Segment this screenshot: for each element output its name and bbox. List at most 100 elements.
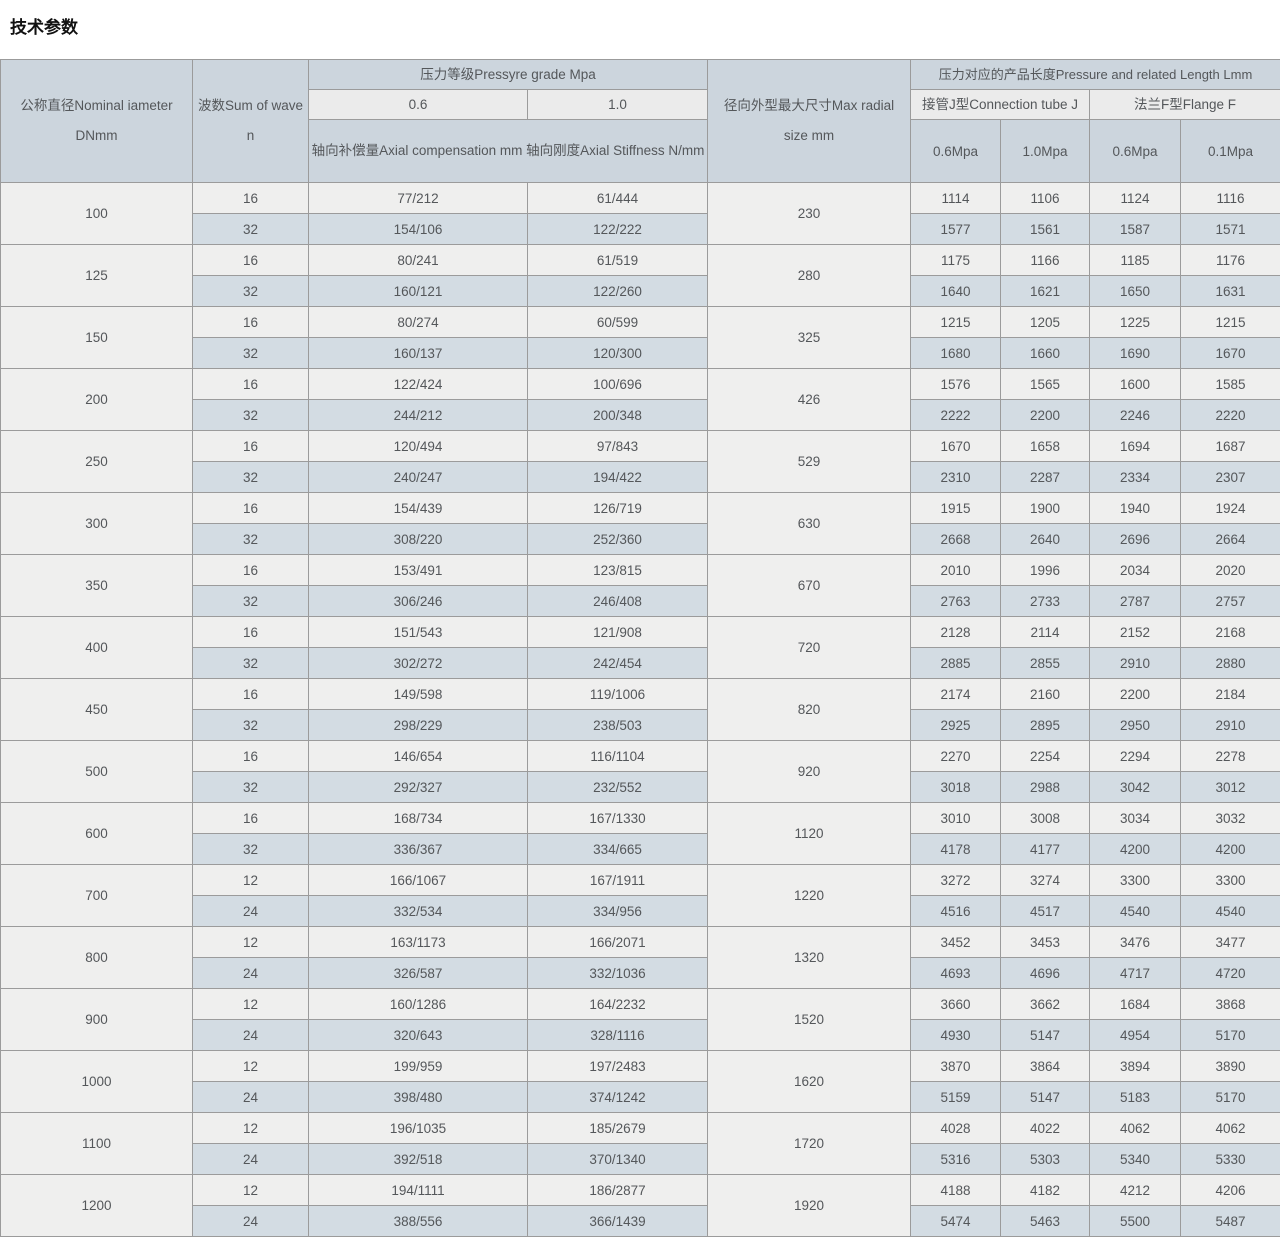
cell-nominal-diameter: 800 — [0, 926, 193, 989]
cell-flange-0_1mpa: 1176 — [1180, 244, 1280, 276]
cell-tube-0_6mpa: 4028 — [910, 1112, 1001, 1144]
table-row: 32 298/229 238/503 2925 2895 2950 2910 — [1, 709, 1280, 741]
header-row-1: 公称直径Nominal iameter DNmm 波数Sum of wave n… — [0, 59, 1280, 183]
cell-tube-0_6mpa: 4188 — [910, 1174, 1001, 1206]
cell-nominal-diameter: 900 — [0, 988, 193, 1051]
cell-nominal-diameter: 350 — [0, 554, 193, 617]
cell-axial-0_6mpa: 120/494 — [308, 430, 528, 462]
table-row: 24 332/534 334/956 4516 4517 4540 4540 — [1, 895, 1280, 927]
table-row: 24 398/480 374/1242 5159 5147 5183 5170 — [1, 1081, 1280, 1113]
cell-nominal-diameter: 450 — [0, 678, 193, 741]
cell-wave-count: 16 — [192, 740, 309, 772]
header-sum-of-wave: 波数Sum of wave n — [192, 59, 309, 183]
table-row: 700 12 166/1067 167/1911 1220 3272 3274 3300 330… — [0, 864, 1280, 927]
cell-flange-0_1mpa: 3012 — [1180, 771, 1280, 803]
cell-max-radial-size: 670 — [707, 554, 911, 617]
cell-wave-count: 16 — [192, 306, 309, 338]
table-row: 24 320/643 328/1116 4930 5147 4954 5170 — [1, 1019, 1280, 1051]
header-row-2: 0.6 1.0 接管J型Connection tube J 法兰F型Flange… — [1, 89, 1280, 120]
cell-axial-0_6mpa: 244/212 — [308, 399, 528, 431]
cell-flange-0_6mpa: 4212 — [1089, 1174, 1181, 1206]
cell-axial-1_0mpa: 246/408 — [527, 585, 708, 617]
cell-wave-count: 24 — [192, 895, 309, 927]
cell-flange-0_6mpa: 2334 — [1089, 461, 1181, 493]
header-row-3: 轴向补偿量Axial compensation mm 轴向刚度Axial Sti… — [1, 119, 1280, 183]
cell-axial-1_0mpa: 167/1911 — [527, 864, 708, 896]
cell-max-radial-size: 230 — [707, 182, 911, 245]
cell-tube-1_0mpa: 2640 — [1000, 523, 1090, 555]
cell-flange-0_6mpa: 2152 — [1089, 616, 1181, 648]
cell-flange-0_6mpa: 3300 — [1089, 864, 1181, 896]
cell-axial-0_6mpa: 163/1173 — [308, 926, 528, 958]
cell-axial-0_6mpa: 392/518 — [308, 1143, 528, 1175]
cell-axial-0_6mpa: 398/480 — [308, 1081, 528, 1113]
cell-wave-count: 32 — [192, 275, 309, 307]
table-row: 1000 12 199/959 197/2483 1620 3870 3864 3894 389… — [0, 1050, 1280, 1113]
cell-axial-1_0mpa: 328/1116 — [527, 1019, 708, 1051]
cell-axial-1_0mpa: 194/422 — [527, 461, 708, 493]
header-flange-0_1mpa: 0.1Mpa — [1180, 119, 1280, 183]
cell-flange-0_6mpa: 4540 — [1089, 895, 1181, 927]
cell-flange-0_6mpa: 1225 — [1089, 306, 1181, 338]
cell-max-radial-size: 1720 — [707, 1112, 911, 1175]
cell-tube-1_0mpa: 5147 — [1000, 1019, 1090, 1051]
cell-nominal-diameter: 200 — [0, 368, 193, 431]
cell-flange-0_1mpa: 1631 — [1180, 275, 1280, 307]
cell-flange-0_6mpa: 2696 — [1089, 523, 1181, 555]
cell-wave-count: 24 — [192, 1019, 309, 1051]
header-nominal-diameter: 公称直径Nominal iameter DNmm — [0, 59, 193, 183]
cell-flange-0_6mpa: 1694 — [1089, 430, 1181, 462]
cell-axial-1_0mpa: 238/503 — [527, 709, 708, 741]
cell-flange-0_1mpa: 4720 — [1180, 957, 1280, 989]
cell-tube-0_6mpa: 1114 — [910, 182, 1001, 214]
cell-tube-0_6mpa: 5474 — [910, 1205, 1001, 1237]
cell-flange-0_1mpa: 1687 — [1180, 430, 1280, 462]
cell-max-radial-size: 325 — [707, 306, 911, 369]
cell-tube-0_6mpa: 3010 — [910, 802, 1001, 834]
page-title: 技术参数 — [10, 18, 78, 37]
cell-flange-0_6mpa: 1587 — [1089, 213, 1181, 245]
cell-flange-0_1mpa: 5170 — [1180, 1019, 1280, 1051]
cell-nominal-diameter: 500 — [0, 740, 193, 803]
table-header: 公称直径Nominal iameter DNmm 波数Sum of wave n… — [0, 59, 1280, 183]
cell-wave-count: 32 — [192, 337, 309, 369]
cell-axial-0_6mpa: 168/734 — [308, 802, 528, 834]
cell-axial-1_0mpa: 122/222 — [527, 213, 708, 245]
cell-tube-1_0mpa: 5463 — [1000, 1205, 1090, 1237]
cell-tube-0_6mpa: 4516 — [910, 895, 1001, 927]
cell-tube-0_6mpa: 2668 — [910, 523, 1001, 555]
cell-axial-0_6mpa: 332/534 — [308, 895, 528, 927]
tech-params-table: 公称直径Nominal iameter DNmm 波数Sum of wave n… — [0, 59, 1280, 1237]
cell-tube-1_0mpa: 2160 — [1000, 678, 1090, 710]
cell-flange-0_1mpa: 2168 — [1180, 616, 1280, 648]
cell-wave-count: 16 — [192, 492, 309, 524]
cell-tube-0_6mpa: 1640 — [910, 275, 1001, 307]
cell-nominal-diameter: 400 — [0, 616, 193, 679]
header-tube-1_0mpa: 1.0Mpa — [1000, 119, 1090, 183]
table-row: 200 16 122/424 100/696 426 1576 1565 1600 1585 — [0, 368, 1280, 431]
cell-tube-1_0mpa: 3008 — [1000, 802, 1090, 834]
cell-flange-0_1mpa: 1924 — [1180, 492, 1280, 524]
cell-axial-1_0mpa: 374/1242 — [527, 1081, 708, 1113]
cell-axial-1_0mpa: 232/552 — [527, 771, 708, 803]
table-row: 1200 12 194/1111 186/2877 1920 4188 4182 4212 42… — [0, 1174, 1280, 1237]
cell-nominal-diameter: 150 — [0, 306, 193, 369]
table-row: 100 16 77/212 61/444 230 1114 1106 1124 1116 — [0, 182, 1280, 245]
cell-tube-0_6mpa: 1215 — [910, 306, 1001, 338]
table-row: 32 306/246 246/408 2763 2733 2787 2757 — [1, 585, 1280, 617]
cell-axial-1_0mpa: 122/260 — [527, 275, 708, 307]
cell-axial-0_6mpa: 80/241 — [308, 244, 528, 276]
cell-wave-count: 32 — [192, 771, 309, 803]
cell-axial-1_0mpa: 252/360 — [527, 523, 708, 555]
cell-flange-0_6mpa: 4062 — [1089, 1112, 1181, 1144]
cell-flange-0_6mpa: 2950 — [1089, 709, 1181, 741]
header-pressure-1_0: 1.0 — [527, 89, 708, 120]
cell-tube-1_0mpa: 3453 — [1000, 926, 1090, 958]
table-row: 150 16 80/274 60/599 325 1215 1205 1225 1215 — [0, 306, 1280, 369]
cell-tube-0_6mpa: 2925 — [910, 709, 1001, 741]
cell-flange-0_6mpa: 1684 — [1089, 988, 1181, 1020]
cell-tube-1_0mpa: 1658 — [1000, 430, 1090, 462]
table-row: 250 16 120/494 97/843 529 1670 1658 1694 1687 — [0, 430, 1280, 493]
cell-tube-0_6mpa: 4930 — [910, 1019, 1001, 1051]
cell-max-radial-size: 1320 — [707, 926, 911, 989]
